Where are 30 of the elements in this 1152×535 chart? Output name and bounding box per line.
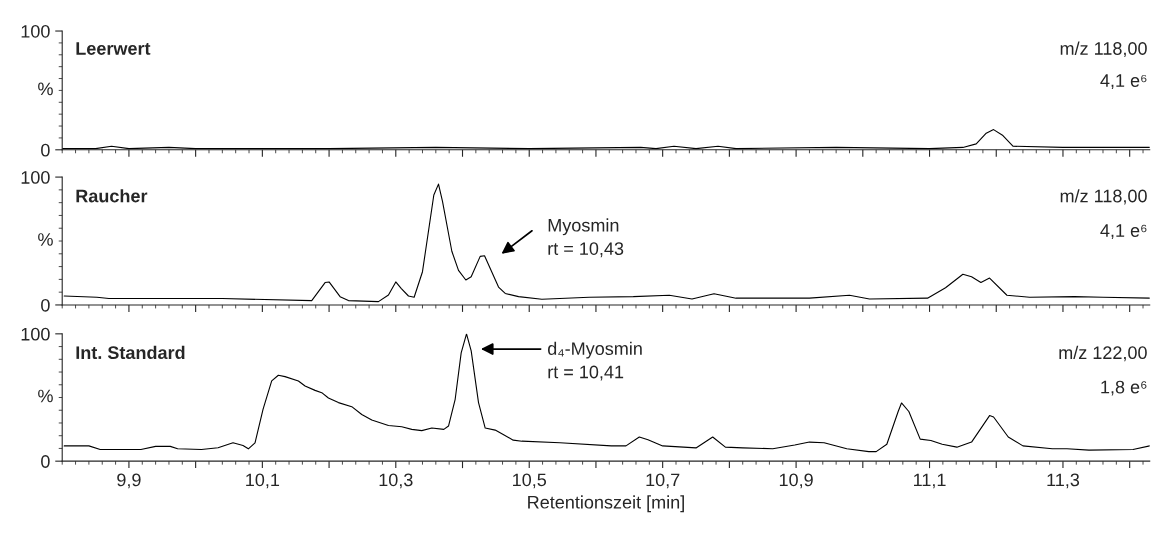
- annotation: 1,8 e⁶: [1101, 380, 1147, 396]
- y-axis-title: %: [38, 389, 53, 403]
- x-tick-label: 10,5: [513, 473, 547, 489]
- x-axis-title: Retentionszeit [min]: [528, 495, 684, 513]
- annotation: Leerwert: [76, 42, 151, 55]
- annotation: m/z 118,00: [1060, 41, 1147, 58]
- x-tick-label: 10,9: [779, 473, 813, 489]
- x-tick-label: 10,3: [379, 473, 413, 489]
- y-tick-label: 0: [41, 298, 50, 312]
- y-axis-title: %: [38, 82, 53, 96]
- x-tick-label: 10,1: [246, 473, 280, 489]
- y-tick-label: 100: [21, 24, 50, 38]
- y-tick-label: 100: [21, 327, 50, 341]
- annotation: 4,1 e⁶: [1100, 74, 1147, 90]
- annotation: m/z 122,00: [1059, 345, 1147, 362]
- x-tick-label: 9,9: [117, 473, 141, 489]
- x-tick-label: 11,3: [1047, 473, 1080, 489]
- y-tick-label: 0: [41, 455, 50, 468]
- y-tick-label: 0: [41, 143, 50, 157]
- annotation: m/z 118,00: [1060, 189, 1147, 205]
- x-tick-label: 10,7: [646, 473, 680, 489]
- x-tick-label: 11,1: [914, 473, 946, 489]
- annotation: Int. Standard: [76, 345, 185, 360]
- annotation: d₄-Myosmin rt = 10,41: [547, 341, 642, 381]
- line-series: [63, 333, 1150, 453]
- y-tick-label: 100: [21, 171, 50, 184]
- annotation: Raucher: [76, 189, 148, 203]
- annotation: Myosmin rt = 10,43: [548, 218, 624, 258]
- annotation: 4,1 e⁶: [1100, 224, 1147, 240]
- y-axis-title: %: [38, 233, 53, 246]
